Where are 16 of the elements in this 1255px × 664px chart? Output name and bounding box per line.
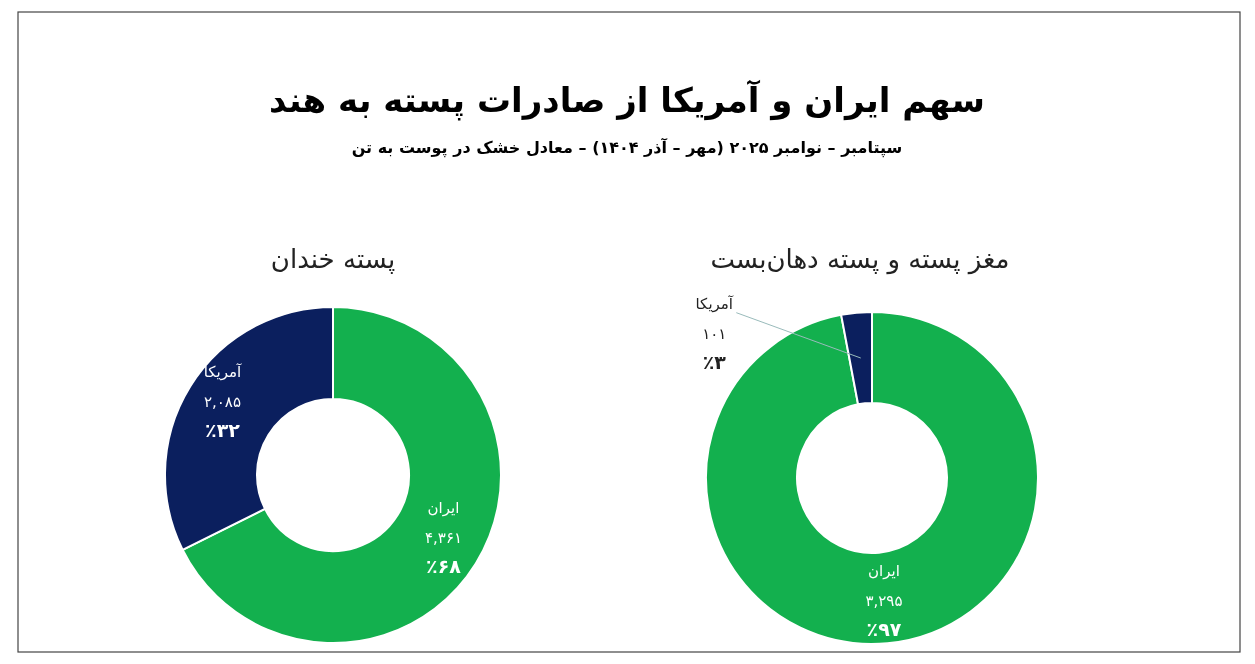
text: ٪۶۸ xyxy=(426,555,461,578)
chart-title: مغز پسته و پسته دهان‌بست xyxy=(710,244,1010,275)
slice-label: آمریکا xyxy=(695,294,734,313)
data-label: ۲,۰۸۵ xyxy=(203,392,241,411)
text: سهم ایران و آمریکا از صادرات پسته به هند xyxy=(269,79,985,121)
slice-label: ایران xyxy=(868,561,900,580)
slice-label: آمریکا xyxy=(203,362,243,381)
text: ٪۳ xyxy=(702,350,726,373)
data-label: ۴,۳۶۱ xyxy=(425,529,463,548)
slice-label: ایران xyxy=(427,499,460,518)
text: سپتامبر – نوامبر ۲۰۲۵ (مهر – آذر ۱۴۰۴) – معادل خشک در پوست به تن xyxy=(351,137,903,158)
text: ٪۳۲ xyxy=(205,418,240,441)
data-label: ۳,۲۹۵ xyxy=(865,591,903,610)
chart-title: پسته خندان xyxy=(270,244,396,274)
data-label: ۱۰۱ xyxy=(702,324,727,343)
text: ٪۹۷ xyxy=(866,617,902,640)
